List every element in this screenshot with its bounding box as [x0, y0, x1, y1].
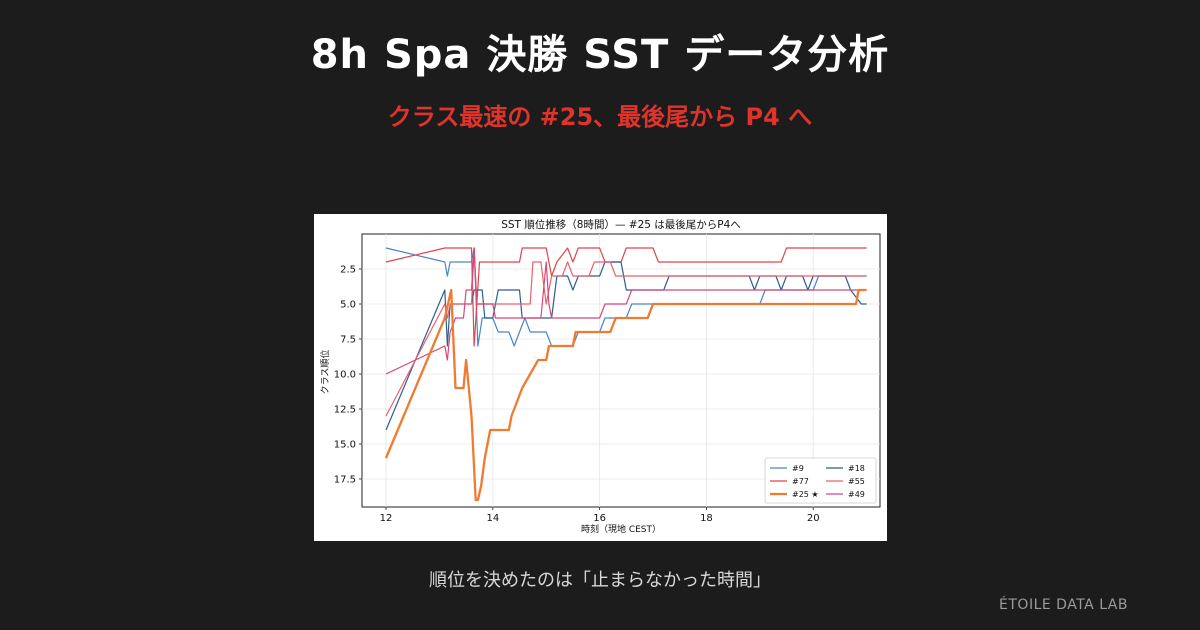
x-tick-label: 18 — [700, 513, 713, 524]
y-tick-label: 17.5 — [334, 475, 356, 486]
x-axis-label: 時刻（現地 CEST） — [581, 523, 661, 535]
legend-label: #55 — [848, 477, 865, 486]
page-title: 8h Spa 決勝 SST データ分析 — [310, 32, 890, 78]
tick-layer: 12 14 16 18 20 2.5 5.0 7.5 10.0 12.5 15.0 17.5 — [334, 265, 820, 525]
legend-label: #18 — [848, 464, 865, 473]
y-tick-label: 7.5 — [340, 335, 356, 346]
legend-label: #9 — [792, 464, 804, 473]
legend-box — [764, 457, 877, 504]
y-tick-label: 10.0 — [334, 370, 356, 381]
y-tick-label: 15.0 — [334, 440, 356, 451]
y-tick-label: 12.5 — [334, 405, 356, 416]
chart-card: 12 14 16 18 20 2.5 5.0 7.5 10.0 12.5 15.0 17.5 SST … — [314, 214, 887, 541]
caption: 順位を決めたのは「止まらなかった時間」 — [429, 570, 771, 591]
y-axis-label: クラス順位 — [319, 350, 331, 395]
x-tick-label: 20 — [807, 513, 820, 524]
brand-label: ÉTOILE DATA LAB — [999, 597, 1128, 613]
rank-chart: 12 14 16 18 20 2.5 5.0 7.5 10.0 12.5 15.0 17.5 SST … — [319, 218, 881, 535]
series-line-18 — [385, 261, 867, 431]
x-tick-label: 12 — [380, 513, 393, 524]
legend-label: #49 — [848, 490, 865, 499]
y-tick-label: 2.5 — [340, 265, 356, 276]
y-tick-label: 5.0 — [340, 300, 356, 311]
page-subtitle: クラス最速の #25、最後尾から P4 へ — [387, 103, 813, 131]
chart-title: SST 順位推移（8時間）— #25 は最後尾からP4へ — [501, 218, 741, 231]
x-tick-label: 14 — [486, 513, 499, 524]
series-layer — [384, 247, 867, 502]
legend-label: #77 — [792, 477, 809, 486]
x-tick-label: 16 — [593, 513, 606, 524]
legend-label: #25 ★ — [792, 490, 819, 499]
series-line-25 — [384, 288, 867, 502]
chart-legend: #9 #77 #25 ★ #18 #55 #49 — [764, 457, 877, 504]
